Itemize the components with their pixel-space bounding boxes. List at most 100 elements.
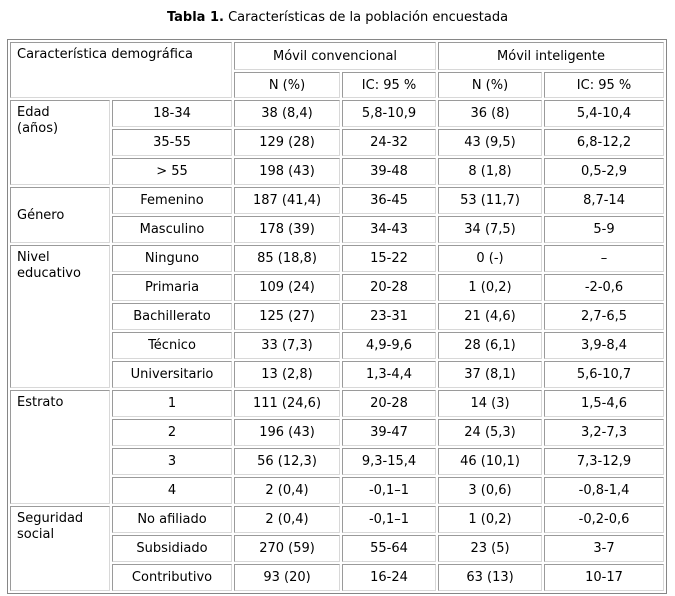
table-row: Contributivo 93 (20) 16-24 63 (13) 10-17 <box>10 564 665 591</box>
value-cell: 1,5-4,6 <box>544 390 665 417</box>
table-row: Edad (años) 18-34 38 (8,4) 5,8-10,9 36 (8) 5,… <box>10 100 665 185</box>
value-cell: 9,3-15,4 <box>342 448 437 475</box>
table-row: 35-55 129 (28) 24-32 43 (9,5) 6,8-12,2 <box>10 129 665 156</box>
value-cell: -2-0,6 <box>544 274 665 301</box>
subcategory-cell: 4 <box>112 477 233 504</box>
subcategory-cell: Bachillerato <box>112 303 233 330</box>
subcategory-cell: 35-55 <box>112 129 233 156</box>
value-cell: 34-43 <box>342 216 437 243</box>
value-cell: 34 (7,5) <box>438 216 543 243</box>
value-cell: 3-7 <box>544 535 665 562</box>
value-cell: 178 (39) <box>234 216 341 243</box>
value-cell: 28 (6,1) <box>438 332 543 359</box>
value-cell: 55-64 <box>342 535 437 562</box>
subcategory-cell: > 55 <box>112 158 233 185</box>
value-cell: 7,3-12,9 <box>544 448 665 475</box>
header-ic95-inteligente: IC: 95 % <box>544 72 665 98</box>
category-cell: Estrato <box>10 390 110 504</box>
value-cell: 20-28 <box>342 390 437 417</box>
demographics-table: Característica demográfica Móvil convenc… <box>7 39 668 594</box>
value-cell: 1,3-4,4 <box>342 361 437 388</box>
table-title: Tabla 1. Características de la población… <box>0 9 675 27</box>
subcategory-cell: Masculino <box>112 216 233 243</box>
value-cell: 8,7-14 <box>544 187 665 214</box>
value-cell: 24-32 <box>342 129 437 156</box>
table-row: Universitario 13 (2,8) 1,3-4,4 37 (8,1) 5,6-… <box>10 361 665 388</box>
value-cell: 23-31 <box>342 303 437 330</box>
category-cell: Seguridad social <box>10 506 110 591</box>
header-n-pct-inteligente: N (%) <box>438 72 543 98</box>
value-cell: 15-22 <box>342 245 437 272</box>
value-cell: 20-28 <box>342 274 437 301</box>
value-cell: 198 (43) <box>234 158 341 185</box>
table-row: Masculino 178 (39) 34-43 34 (7,5) 5-9 <box>10 216 665 243</box>
value-cell: 53 (11,7) <box>438 187 543 214</box>
table-body: Edad (años) 18-34 38 (8,4) 5,8-10,9 36 (8) 5,… <box>10 100 665 591</box>
header-row-subcolumns: N (%) IC: 95 % N (%) IC: 95 % <box>10 72 665 98</box>
table-row: Nivel educativo Ninguno 85 (18,8) 15-22 0 (-… <box>10 245 665 388</box>
subcategory-cell: 18-34 <box>112 100 233 127</box>
header-ic95-convencional: IC: 95 % <box>342 72 437 98</box>
value-cell: 2 (0,4) <box>234 477 341 504</box>
value-cell: 33 (7,3) <box>234 332 341 359</box>
value-cell: 3,9-8,4 <box>544 332 665 359</box>
subcategory-cell: Subsidiado <box>112 535 233 562</box>
subcategory-cell: Primaria <box>112 274 233 301</box>
value-cell: 1 (0,2) <box>438 274 543 301</box>
subcategory-cell: 3 <box>112 448 233 475</box>
value-cell: 21 (4,6) <box>438 303 543 330</box>
value-cell: 0,5-2,9 <box>544 158 665 185</box>
category-cell: Nivel educativo <box>10 245 110 388</box>
header-movil-inteligente: Móvil inteligente <box>438 42 665 70</box>
value-cell: 3 (0,6) <box>438 477 543 504</box>
header-movil-convencional: Móvil convencional <box>234 42 437 70</box>
value-cell: 270 (59) <box>234 535 341 562</box>
value-cell: 1 (0,2) <box>438 506 543 533</box>
value-cell: 39-47 <box>342 419 437 446</box>
value-cell: 5-9 <box>544 216 665 243</box>
table-row: 2 196 (43) 39-47 24 (5,3) 3,2-7,3 <box>10 419 665 446</box>
table-row: Bachillerato 125 (27) 23-31 21 (4,6) 2,7-6,5 <box>10 303 665 330</box>
value-cell: 39-48 <box>342 158 437 185</box>
header-caracteristica-demografica: Característica demográfica <box>10 42 233 98</box>
header-n-pct-convencional: N (%) <box>234 72 341 98</box>
subcategory-cell: Técnico <box>112 332 233 359</box>
value-cell: 23 (5) <box>438 535 543 562</box>
value-cell: 187 (41,4) <box>234 187 341 214</box>
table-row: > 55 198 (43) 39-48 8 (1,8) 0,5-2,9 <box>10 158 665 185</box>
value-cell: -0,8-1,4 <box>544 477 665 504</box>
value-cell: 14 (3) <box>438 390 543 417</box>
category-cell: Edad (años) <box>10 100 110 185</box>
table-row: Género Femenino 187 (41,4) 36-45 53 (11,7) 8,… <box>10 187 665 243</box>
table-header: Característica demográfica Móvil convenc… <box>10 42 665 98</box>
value-cell: 37 (8,1) <box>438 361 543 388</box>
value-cell: 10-17 <box>544 564 665 591</box>
value-cell: 2,7-6,5 <box>544 303 665 330</box>
value-cell: 36-45 <box>342 187 437 214</box>
table-row: Subsidiado 270 (59) 55-64 23 (5) 3-7 <box>10 535 665 562</box>
value-cell: 13 (2,8) <box>234 361 341 388</box>
value-cell: – <box>544 245 665 272</box>
value-cell: 16-24 <box>342 564 437 591</box>
subcategory-cell: 1 <box>112 390 233 417</box>
table-row: Primaria 109 (24) 20-28 1 (0,2) -2-0,6 <box>10 274 665 301</box>
value-cell: 111 (24,6) <box>234 390 341 417</box>
value-cell: 36 (8) <box>438 100 543 127</box>
subcategory-cell: Contributivo <box>112 564 233 591</box>
table-row: Estrato 1 111 (24,6) 20-28 14 (3) 1,5-4,6 <box>10 390 665 504</box>
value-cell: 109 (24) <box>234 274 341 301</box>
value-cell: 46 (10,1) <box>438 448 543 475</box>
value-cell: 129 (28) <box>234 129 341 156</box>
value-cell: 5,8-10,9 <box>342 100 437 127</box>
subcategory-cell: Femenino <box>112 187 233 214</box>
value-cell: 43 (9,5) <box>438 129 543 156</box>
value-cell: 85 (18,8) <box>234 245 341 272</box>
value-cell: 6,8-12,2 <box>544 129 665 156</box>
value-cell: 3,2-7,3 <box>544 419 665 446</box>
subcategory-cell: Universitario <box>112 361 233 388</box>
subcategory-cell: Ninguno <box>112 245 233 272</box>
value-cell: 5,4-10,4 <box>544 100 665 127</box>
table-title-label: Tabla 1. <box>166 10 224 25</box>
value-cell: 125 (27) <box>234 303 341 330</box>
value-cell: 0 (-) <box>438 245 543 272</box>
